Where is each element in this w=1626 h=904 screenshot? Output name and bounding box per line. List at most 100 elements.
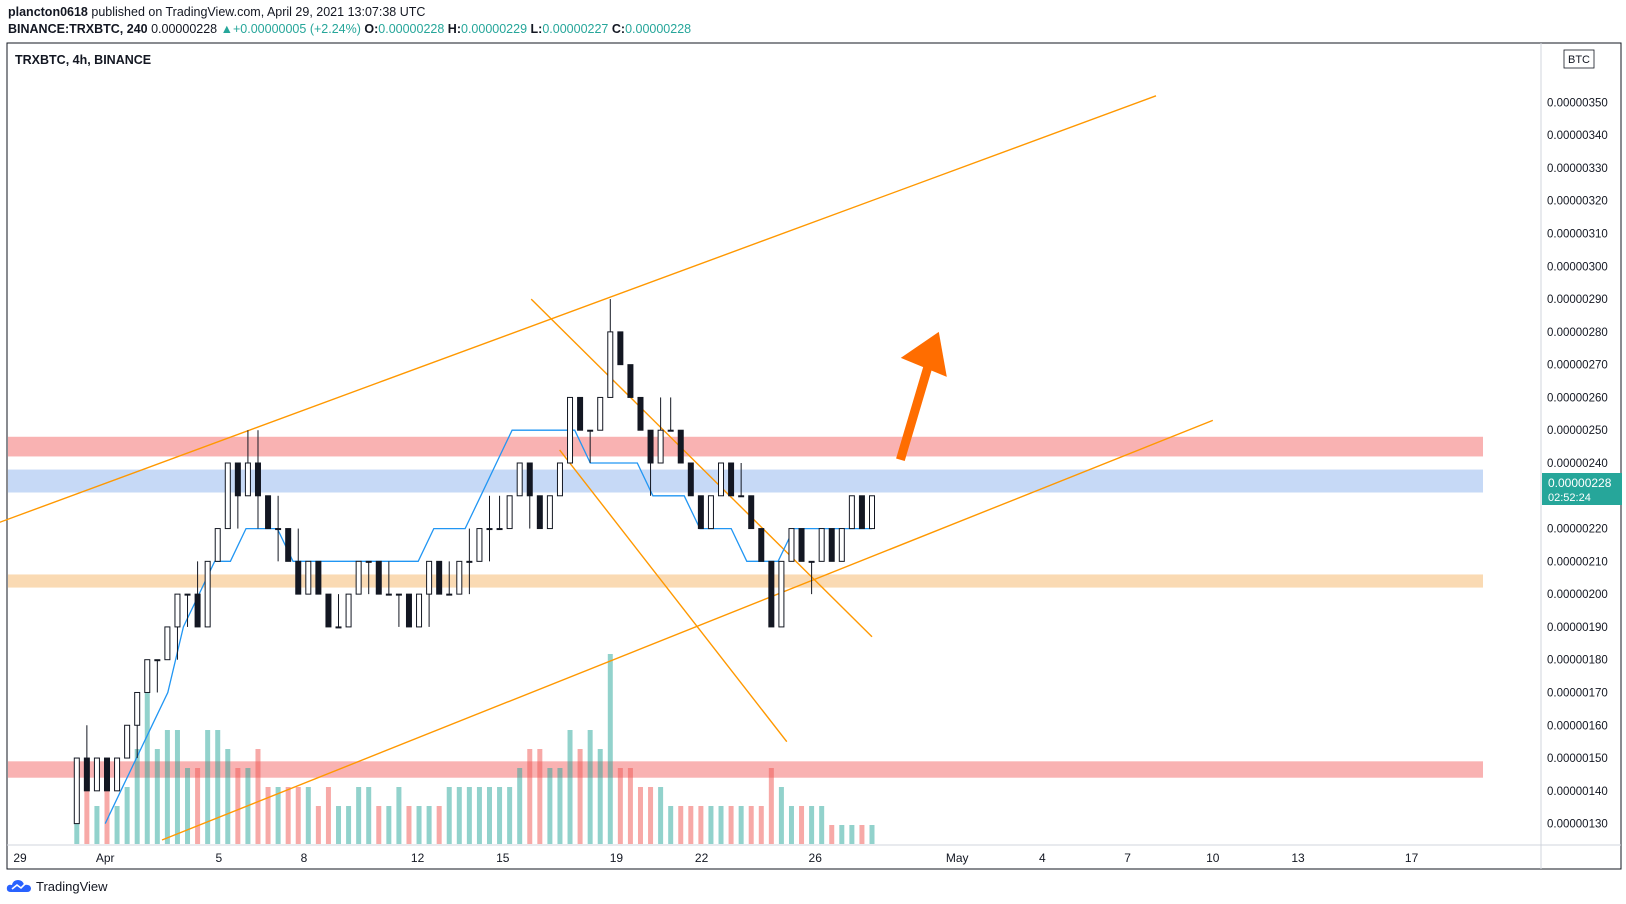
last-price-tag: 0.00000228 02:52:24 (1542, 473, 1622, 505)
candle-body (778, 560, 785, 628)
time-tick-label: 19 (610, 851, 624, 865)
volume-bar (839, 825, 845, 844)
candle-body (738, 495, 745, 498)
volume-bar (114, 806, 120, 844)
open-value: 0.00000228 (378, 22, 445, 36)
candle-body (818, 528, 825, 562)
arrow-layer (896, 331, 947, 462)
volume-bar (728, 806, 734, 844)
price-tick-label: 0.00000170 (1547, 687, 1608, 699)
price-tick-label: 0.00000140 (1547, 786, 1608, 798)
tradingview-cloud-icon (6, 880, 31, 892)
price-tick-label: 0.00000350 (1547, 97, 1608, 109)
up-triangle-icon: ▲ (220, 22, 233, 36)
volume-bar (456, 787, 462, 844)
time-axis[interactable]: 29 Apr 5 8 12 15 19 22 26 May 4 7 10 13 17 (13, 851, 1418, 865)
volume-bar (366, 787, 372, 844)
candle-body (315, 560, 322, 595)
candle-body (597, 396, 604, 431)
candle-body (365, 560, 372, 563)
candle-body (154, 659, 161, 662)
volume-bar (124, 787, 130, 844)
candle-body (607, 331, 614, 398)
volume-bar (507, 787, 513, 844)
author-name[interactable]: plancton0618 (8, 5, 88, 19)
volume-bar (205, 730, 211, 844)
volume-bar (376, 806, 382, 844)
candle-body (275, 528, 282, 531)
time-tick-label: 5 (215, 851, 222, 865)
time-tick-label: 8 (301, 851, 308, 865)
candle-body (637, 396, 644, 431)
countdown-value: 02:52:24 (1548, 492, 1591, 504)
volume-bar (748, 806, 754, 844)
candle-body (385, 593, 392, 596)
publish-line: plancton0618 published on TradingView.co… (8, 5, 425, 19)
time-tick-label: 15 (496, 851, 510, 865)
candle-body (718, 462, 725, 497)
trendline-wedge-upper (530, 298, 873, 638)
volume-bar (809, 806, 815, 844)
sma-line (104, 429, 872, 824)
volume-bar (396, 787, 402, 844)
candle-body (476, 528, 483, 562)
candle-body (73, 757, 80, 825)
time-tick-label: 22 (695, 851, 709, 865)
time-tick-label: 17 (1405, 851, 1419, 865)
volume-bar (315, 806, 321, 844)
volume-bar (305, 787, 311, 844)
sma-layer (104, 429, 872, 824)
volume-bar (225, 749, 231, 844)
candle-body (798, 528, 805, 562)
candle-body (124, 724, 131, 759)
candle-body (687, 462, 694, 497)
candle-body (758, 528, 765, 562)
symbol-label[interactable]: BINANCE:TRXBTC, 240 (8, 22, 148, 36)
candle-body (506, 495, 513, 530)
volume-bar (84, 787, 90, 844)
candle-body (395, 593, 402, 596)
low-label: L: (530, 22, 543, 36)
candle-body (416, 593, 423, 628)
candle-body (556, 462, 563, 497)
candle-body (134, 691, 141, 726)
volume-bar (678, 806, 684, 844)
price-tick-label: 0.00000180 (1547, 655, 1608, 667)
close-label: C: (611, 22, 626, 36)
volume-bar (607, 654, 613, 844)
time-tick-label: 7 (1124, 851, 1131, 865)
volume-bar (738, 806, 744, 844)
volume-bar (486, 787, 492, 844)
volume-bar (819, 806, 825, 844)
candle-body (768, 560, 775, 628)
price-axis[interactable]: 0.00000130 0.00000140 0.00000150 0.00000160… (1547, 97, 1608, 830)
candle-body (838, 528, 845, 562)
volume-bar (336, 806, 342, 844)
candle-body (345, 593, 352, 628)
volume-bar (658, 787, 664, 844)
candle-body (446, 593, 453, 596)
zone-orange (8, 574, 1483, 588)
candle-body (355, 560, 362, 595)
volume-bar (597, 749, 603, 844)
footer-brand[interactable]: TradingView (6, 876, 108, 896)
volume-bar (557, 768, 563, 844)
candle-body (325, 593, 332, 628)
candle-body (426, 560, 433, 595)
time-tick-label: 13 (1291, 851, 1305, 865)
candle-body (184, 593, 191, 596)
volume-bar (356, 787, 362, 844)
high-value: 0.00000229 (461, 22, 528, 36)
candle-body (285, 528, 292, 562)
volume-bar (627, 768, 633, 844)
candle-body (234, 462, 241, 497)
brand-label: TradingView (36, 878, 108, 894)
volume-bar (325, 787, 331, 844)
price-tick-label: 0.00000290 (1547, 294, 1608, 306)
time-tick-label: 12 (411, 851, 425, 865)
candle-body (103, 757, 110, 792)
volume-bar (567, 730, 573, 844)
volume-bar (346, 806, 352, 844)
candle-body (848, 495, 855, 530)
